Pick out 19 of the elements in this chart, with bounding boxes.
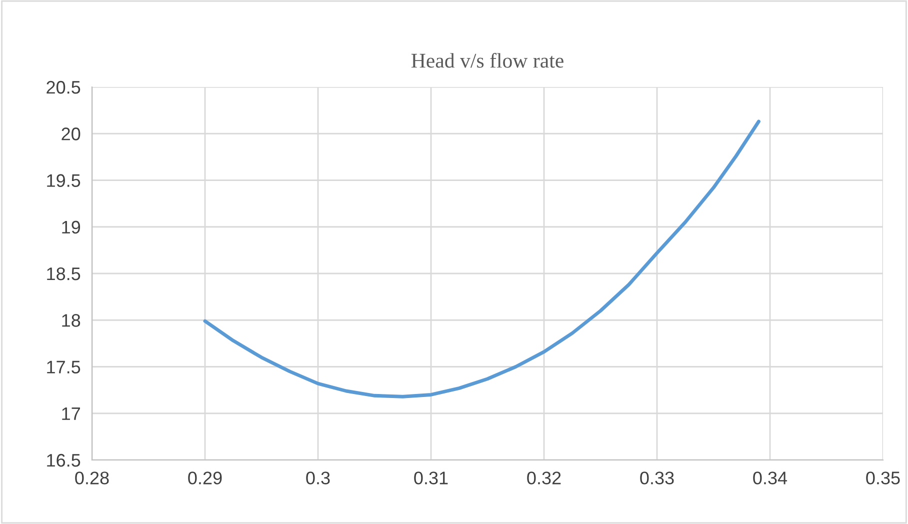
x-tick-label: 0.35 xyxy=(866,472,900,484)
y-tick-label: 17.5 xyxy=(47,360,80,374)
chart-title: Head v/s flow rate xyxy=(411,52,564,68)
x-tick-label: 0.34 xyxy=(753,472,788,484)
x-tick-label: 0.32 xyxy=(527,472,561,484)
y-tick-label: 20.5 xyxy=(46,80,80,94)
y-tick-label: 18.5 xyxy=(47,267,80,280)
y-tick-label: 17 xyxy=(62,407,80,420)
x-tick-label: 0.31 xyxy=(414,472,448,484)
x-tick-label: 0.28 xyxy=(75,472,109,484)
y-tick-label: 18 xyxy=(62,314,80,327)
y-tick-label: 20 xyxy=(62,128,80,140)
line-series xyxy=(203,120,760,398)
y-tick-label: 19 xyxy=(62,220,80,234)
y-tick-label: 16.5 xyxy=(47,454,80,467)
x-tick-label: 0.3 xyxy=(306,472,330,484)
y-tick-label: 19.5 xyxy=(47,174,80,187)
x-tick-label: 0.29 xyxy=(188,472,222,484)
x-tick-label: 0.33 xyxy=(640,472,674,484)
